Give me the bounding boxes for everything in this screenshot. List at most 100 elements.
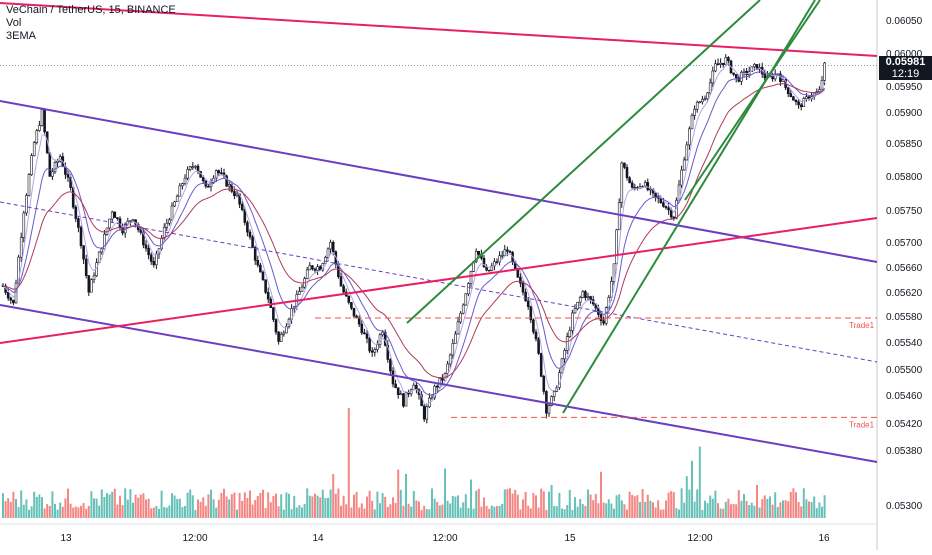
volume-bar [545,509,548,518]
volume-bar [420,509,423,518]
candle-body [550,396,553,406]
volume-bar [145,499,147,518]
volume-bar [194,509,197,518]
candle-body [537,338,540,354]
channel-upper-line [0,100,878,263]
volume-bar [436,501,439,518]
volume-bar [384,496,387,518]
candle-body [365,333,369,339]
volume-bar [639,502,641,518]
volume-bar [774,492,777,518]
volume-bar [696,489,699,518]
volume-bar [230,494,233,518]
volume-bar [607,499,610,518]
volume-bar [535,495,537,518]
candle-body [113,211,117,218]
volume-bar [449,503,452,518]
candle-body [482,257,486,268]
volume-bar [295,507,298,518]
candle-body [474,250,478,262]
candle-body [217,170,221,174]
volume-bar [743,494,745,518]
volume-bar [516,494,519,518]
volume-bar [152,507,155,518]
candle-body [823,62,826,81]
candle-body [51,171,54,177]
volume-bar [324,498,327,518]
candle-body [381,331,384,336]
candle-body [214,170,218,179]
candle-body [82,245,85,260]
volume-bar [795,492,797,518]
volume-bar [706,503,709,518]
volume-bar [766,498,769,518]
volume-bar [236,509,238,518]
candle-body [617,202,621,231]
volume-bar [332,474,335,518]
volume-bar [584,505,587,518]
volume-bar [306,488,309,518]
candle-body [454,333,457,344]
candle-body [708,82,712,94]
volume-bar [623,504,626,518]
candle-body [534,331,538,340]
candle-body [363,332,366,335]
volume-bar [259,492,262,518]
candle-body [698,101,702,104]
candle-body [490,265,494,271]
candle-body [711,70,715,84]
volume-bar [553,506,556,518]
volume-bar [756,485,758,518]
candle-body [794,99,798,103]
volume-bar [134,494,137,518]
volume-bar [685,476,688,518]
volume-bar [171,493,173,518]
volume-bar [158,508,160,518]
candle-body [662,202,665,207]
volume-bar [727,498,730,518]
volume-bar [25,499,28,518]
candle-body [578,297,582,303]
volume-bar [210,489,212,518]
candle-body [521,282,525,293]
candle-body [721,62,725,65]
candle-body [175,195,179,203]
volume-bar [779,502,782,518]
volume-bar [217,499,220,518]
ema-fast-line [2,63,826,406]
volume-bar [327,497,329,518]
volume-bar [262,489,264,518]
candle-body [144,244,148,249]
volume-bar [631,494,634,518]
candle-body [529,306,533,321]
volume-bar [139,494,142,518]
y-tick-label: 0.05500 [886,365,923,376]
volume-bar [98,505,101,518]
candle-body [235,193,239,197]
volume-bar [667,492,670,518]
candle-body [181,183,184,187]
volume-bar [249,490,251,518]
volume-bar [550,485,553,518]
candle-body [305,269,309,279]
volume-bar [659,509,662,518]
legend: VeChain / TetherUS, 15, BINANCE Vol 3EMA [6,4,176,43]
volume-bar [633,496,636,518]
candle-body [745,70,748,76]
trade-label-2: Trade1 [849,420,875,429]
candle-body [690,115,694,130]
volume-bar [431,488,433,518]
candle-body [352,307,356,317]
candle-body [246,222,249,233]
candle-body [789,93,793,98]
candle-body [134,219,137,225]
volume-bar [28,509,30,518]
candle-body [633,187,637,189]
volume-bar [792,488,795,518]
volume-bar [199,501,202,518]
volume-bar [54,503,56,518]
candle-body [399,393,403,396]
volume-bar [103,497,106,518]
volume-bar [2,493,4,518]
